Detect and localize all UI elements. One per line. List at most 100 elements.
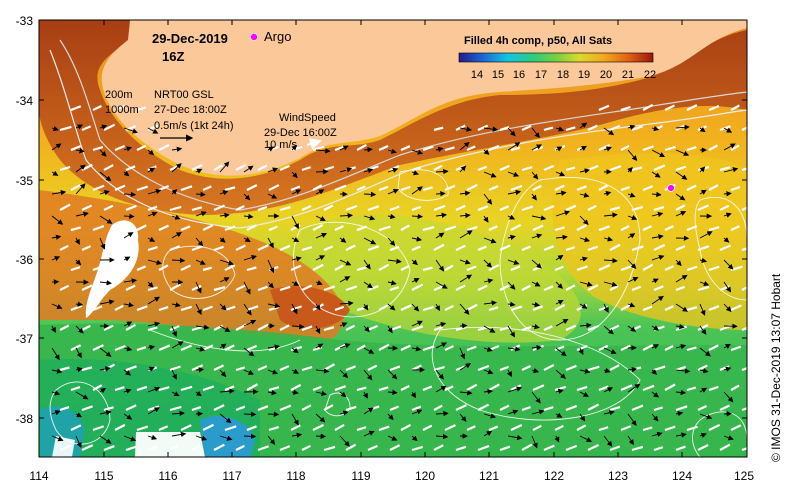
current-vector [291,144,298,151]
current-vector [243,254,257,261]
current-vector [579,413,586,422]
current-vector [123,170,130,177]
current-vector [531,323,540,330]
current-vector [339,300,354,307]
wind-vector [70,424,82,431]
wind-vector [169,325,180,332]
wind-vector [620,384,633,392]
wind-vector [114,386,125,392]
wind-vector [389,286,400,292]
current-vector [171,163,182,173]
current-vector [195,211,207,217]
current-vector [339,410,349,416]
current-vector [531,435,538,449]
current-vector [699,325,707,335]
wind-vector [510,305,523,312]
current-vector [99,124,108,130]
wind-vector [235,163,247,171]
current-vector [411,346,422,352]
current-vector [315,390,327,397]
wind-vector [697,444,709,451]
wind-vector [323,445,336,452]
wind-vector [444,264,454,271]
current-vector [507,346,521,352]
current-vector [435,281,448,289]
wind-vector [532,384,545,392]
current-vector [507,301,516,307]
wind-vector [708,344,719,351]
current-vector [339,145,349,151]
wind-vector [554,303,566,311]
wind-vector [521,405,531,412]
wind-vector [356,143,367,151]
current-vector [363,430,375,437]
wind-vector [620,225,630,231]
current-vector [651,431,663,438]
wind-vector [279,244,291,252]
current-vector [555,300,564,305]
wind-vector [257,365,268,372]
current-vector [363,191,377,198]
current-vector [315,168,329,175]
current-vector [435,369,444,380]
wind-vector [103,445,115,452]
current-vector [507,281,516,290]
wind-vector [114,265,125,272]
isobath-200m-label: 200m [105,89,133,101]
wind-vector [444,184,456,192]
wind-vector [268,386,280,392]
wind-vector [499,365,509,372]
wind-vector [510,184,523,192]
current-vector [723,167,739,173]
wind-vector [598,426,609,432]
wind-vector [422,186,433,192]
wind-vector [202,185,212,192]
current-vector [603,212,618,218]
current-vector [651,125,660,132]
current-vector [75,259,82,266]
wind-vector [686,425,698,432]
wind-vector [675,285,686,292]
wind-vector [191,444,201,451]
current-vector [675,303,688,312]
wind-vector [532,184,542,191]
wind-vector [499,164,510,172]
wind-vector [466,425,476,432]
current-vector [675,193,686,201]
current-vector [147,434,158,440]
current-vector [51,435,64,442]
current-vector [579,303,588,309]
wind-vector [158,386,170,392]
current-vector [675,344,687,350]
current-vector [699,257,708,264]
current-vector [675,368,691,374]
current-vector [147,281,154,288]
wind-vector [609,124,621,132]
wind-vector [477,364,490,372]
current-vector [219,237,226,243]
current-vector [531,215,547,221]
wind-vector [411,405,422,412]
wind-vector [279,324,290,331]
wind-vector [466,345,477,352]
wind-vector [224,225,236,232]
wind-vector [136,144,147,151]
current-vector [219,413,232,424]
current-vector [315,232,328,239]
wind-vector [92,225,105,232]
wind-vector [213,204,225,212]
sst-field [39,20,747,457]
current-vector [699,126,706,133]
wind-vector [92,344,104,351]
current-vector [291,237,300,242]
wind-vector [741,167,747,172]
wind-vector [697,245,710,252]
wind-vector [268,225,278,232]
wind-vector [136,106,147,112]
wind-vector [730,225,740,232]
wind-vector [653,164,666,172]
wind-vector [312,423,325,431]
wind-vector [477,124,489,132]
current-vector [219,161,230,173]
x-axis: 114 115 116 117 118 119 120 121 122 123 … [29,20,754,483]
